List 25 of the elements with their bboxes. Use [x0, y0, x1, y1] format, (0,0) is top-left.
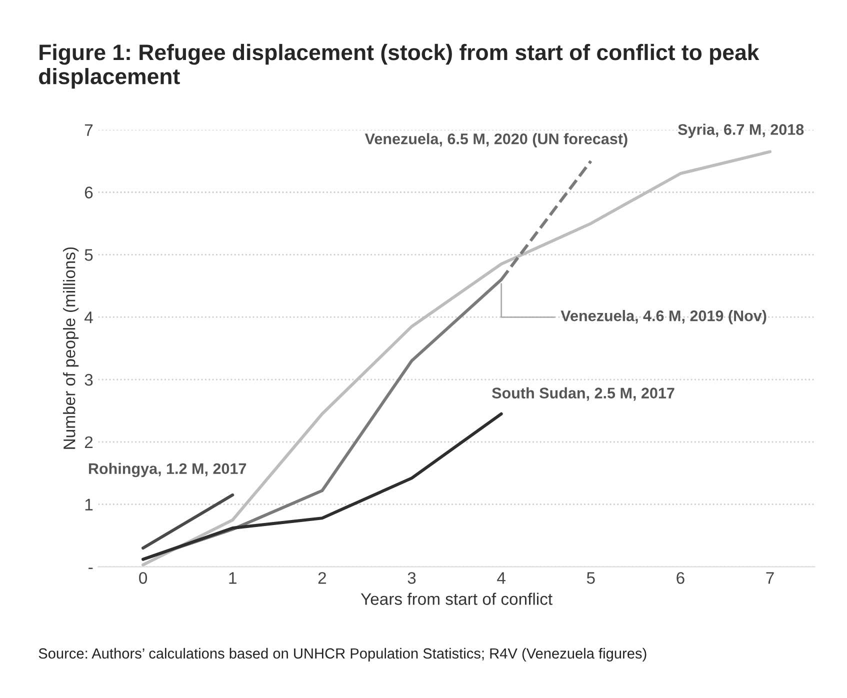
source-note: Source: Authors’ calculations based on UNHCR Population Statistics; R4V (Venezuela figures)	[38, 648, 646, 662]
x-tick-label: 3	[408, 572, 416, 584]
y-tick-label: 2	[84, 436, 93, 448]
y-tick-label: 5	[84, 249, 93, 261]
x-axis-title: Years from start of conflict	[360, 592, 552, 605]
x-tick-label: 1	[229, 572, 236, 584]
x-tick-label: 6	[676, 572, 684, 584]
x-tick-label: 2	[318, 572, 326, 584]
y-tick-label: 6	[84, 186, 93, 198]
annotation: Syria, 6.7 M, 2018	[678, 124, 804, 138]
x-tick-label: 0	[139, 572, 148, 584]
annotation: Venezuela, 6.5 M, 2020 (UN forecast)	[364, 133, 628, 148]
y-tick-label: 7	[84, 124, 93, 136]
y-tick-label: 3	[84, 374, 93, 386]
x-tick-label: 7	[766, 572, 774, 584]
y-tick-label: -	[88, 568, 93, 570]
y-tick-label: 1	[85, 498, 93, 510]
x-tick-label: 5	[586, 572, 595, 584]
chart-title: Figure 1: Refugee displacement (stock) from start of conflict to peak displacement	[39, 44, 760, 89]
annotation: South Sudan, 2.5 M, 2017	[492, 387, 674, 401]
y-axis-title: Number of people (millions)	[63, 247, 79, 449]
x-tick-label: 4	[497, 572, 506, 584]
y-tick-label: 4	[84, 312, 93, 324]
annotation: Rohingya, 1.2 M, 2017	[88, 462, 246, 478]
annotation: Venezuela, 4.6 M, 2019 (Nov)	[560, 310, 766, 324]
